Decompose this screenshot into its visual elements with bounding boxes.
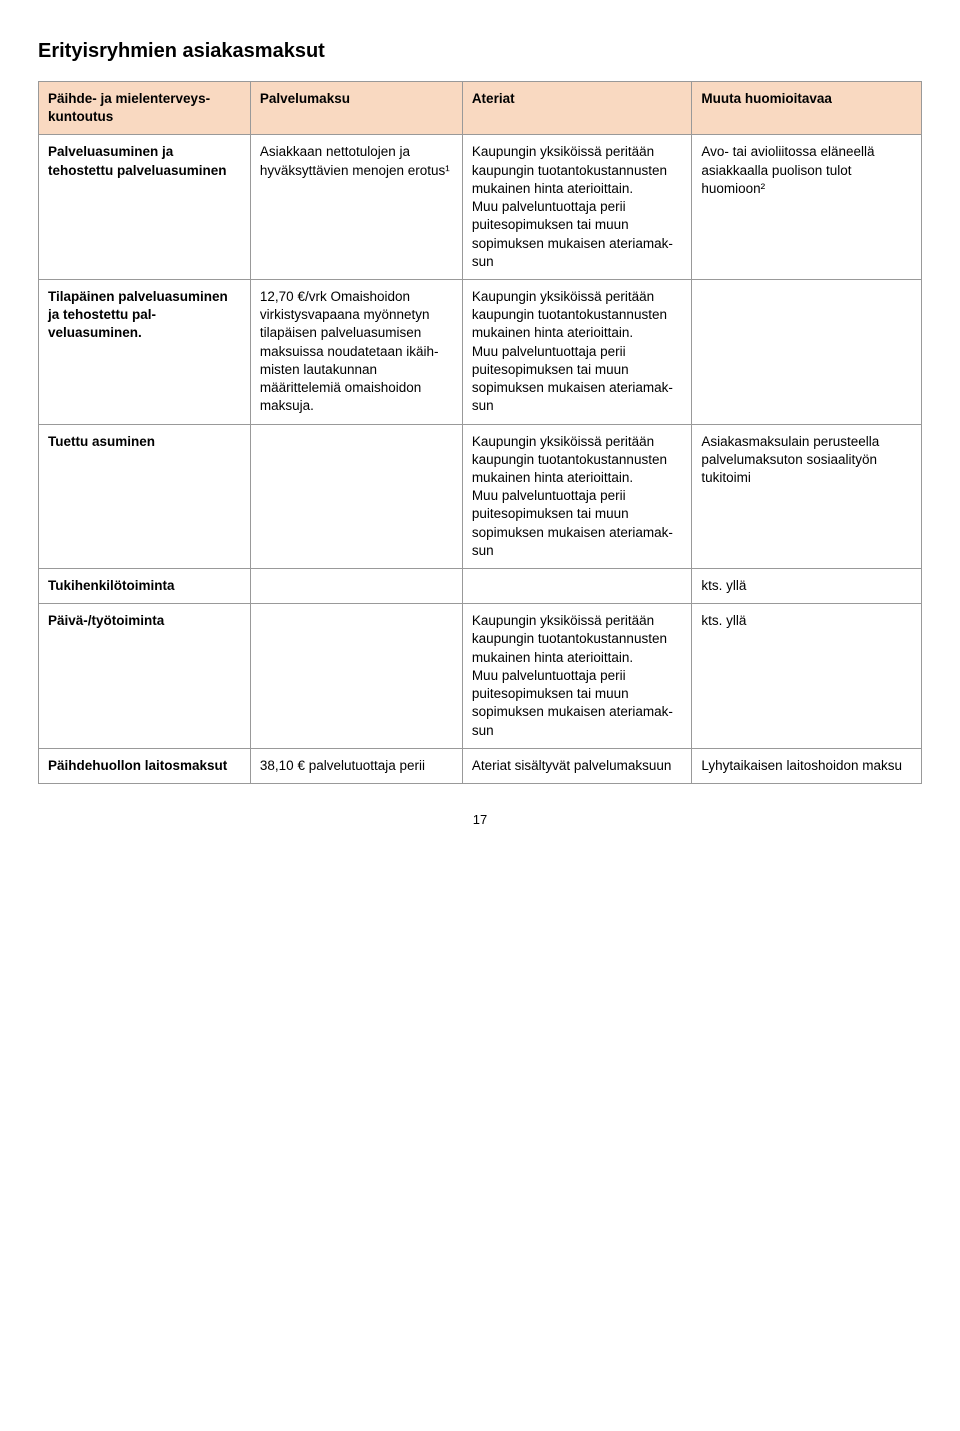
cell-palvelumaksu: 12,70 €/vrk Omais­hoidon virkistysva­paa… [250,279,462,424]
table-row: Päivä-/työtoiminta Kaupungin yksiköissä … [39,604,922,749]
cell-palvelumaksu [250,604,462,749]
cell-huomioitavaa: kts. yllä [692,569,922,604]
cell-ateriat [462,569,692,604]
header-col-3: Ateriat [462,82,692,135]
cell-palvelumaksu: Asiakkaan nettotulo­jen ja hyväksyttävie… [250,135,462,280]
cell-huomioitavaa: Avo- tai avioliitossa elä­neellä asiakka… [692,135,922,280]
cell-palvelumaksu [250,569,462,604]
fees-table: Päihde- ja mielenterveys­kuntoutus Palve… [38,81,922,784]
table-row: Tilapäinen palvelu­asuminen ja tehostett… [39,279,922,424]
cell-ateriat: Kaupungin yksiköissä peritään kaupungin … [462,604,692,749]
table-row: Palveluasuminen ja tehostettu palveluasu… [39,135,922,280]
row-label: Päivä-/työtoiminta [39,604,251,749]
cell-huomioitavaa: Asiakasmaksulain perus­teella palvelumak… [692,424,922,569]
table-header-row: Päihde- ja mielenterveys­kuntoutus Palve… [39,82,922,135]
table-row: Tuettu asuminen Kaupungin yksiköissä per… [39,424,922,569]
page-title: Erityisryhmien asiakasmaksut [38,40,922,63]
cell-huomioitavaa: Lyhytaikaisen laitoshoidon maksu [692,748,922,783]
cell-ateriat: Kaupungin yksiköissä peritään kaupungin … [462,135,692,280]
header-col-4: Muuta huomioitavaa [692,82,922,135]
row-label: Päihdehuollon laitosmaksut [39,748,251,783]
cell-ateriat: Kaupungin yksiköissä peritään kaupungin … [462,424,692,569]
cell-huomioitavaa [692,279,922,424]
header-col-1: Päihde- ja mielenterveys­kuntoutus [39,82,251,135]
cell-palvelumaksu [250,424,462,569]
row-label: Tukihenkilötoiminta [39,569,251,604]
row-label: Palveluasuminen ja tehostettu palveluasu… [39,135,251,280]
cell-ateriat: Ateriat sisältyvät pal­velumaksuun [462,748,692,783]
table-row: Tukihenkilötoiminta kts. yllä [39,569,922,604]
row-label: Tuettu asuminen [39,424,251,569]
row-label: Tilapäinen palvelu­asuminen ja tehostett… [39,279,251,424]
table-row: Päihdehuollon laitosmaksut 38,10 € palve… [39,748,922,783]
page-number: 17 [38,812,922,827]
cell-palvelumaksu: 38,10 € palvelutuot­taja perii [250,748,462,783]
header-col-2: Palvelumaksu [250,82,462,135]
cell-ateriat: Kaupungin yksiköissä peritään kaupungin … [462,279,692,424]
cell-huomioitavaa: kts. yllä [692,604,922,749]
